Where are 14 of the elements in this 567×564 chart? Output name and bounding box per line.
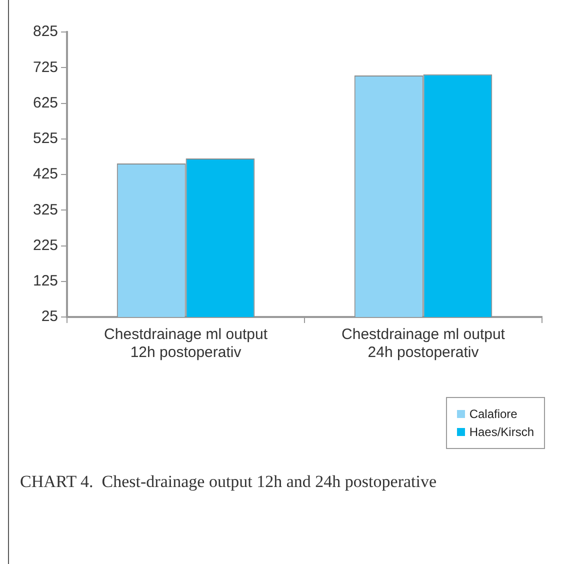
y-tick-label: 725	[32, 58, 58, 76]
y-tick-label: 625	[32, 94, 58, 112]
x-tick-label: Chestdrainage ml output 24h postoperativ	[342, 326, 506, 362]
y-tick-label: 125	[32, 272, 58, 290]
y-tick-label: 25	[41, 308, 58, 326]
legend-label: Calafiore	[469, 407, 518, 421]
legend-label: Haes/Kirsch	[469, 425, 534, 439]
caption: CHART 4. Chest-drainage output 12h and 24h postoperative	[20, 472, 438, 492]
y-tick-label: 325	[32, 201, 58, 218]
y-tick-label: 425	[32, 166, 58, 183]
y-tick-label: 825	[32, 23, 58, 40]
y-tick-label: 525	[32, 130, 58, 148]
y-tick-label: 225	[32, 236, 58, 254]
x-tick-label: Chestdrainage ml output 12h postoperativ	[104, 326, 268, 362]
